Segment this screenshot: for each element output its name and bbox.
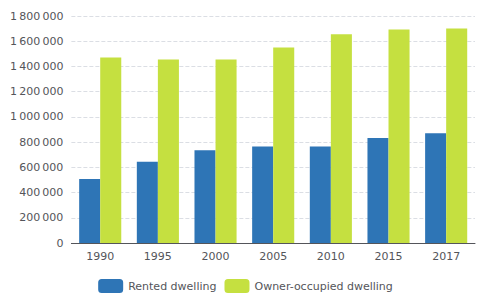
svg-text:Owner-occupied dwelling: Owner-occupied dwelling: [254, 280, 392, 293]
svg-text:2015: 2015: [375, 250, 403, 263]
svg-text:1 600 000: 1 600 000: [10, 35, 63, 48]
svg-text:600 000: 600 000: [19, 161, 63, 174]
svg-text:1 400 000: 1 400 000: [10, 60, 63, 73]
svg-text:2017: 2017: [432, 250, 460, 263]
svg-text:800 000: 800 000: [19, 136, 63, 149]
svg-text:1 200 000: 1 200 000: [10, 85, 63, 98]
svg-text:1 000 000: 1 000 000: [10, 110, 63, 123]
svg-text:2005: 2005: [259, 250, 287, 263]
svg-text:1995: 1995: [144, 250, 172, 263]
svg-text:Rented dwelling: Rented dwelling: [128, 280, 216, 293]
svg-text:1990: 1990: [86, 250, 114, 263]
svg-text:200 000: 200 000: [19, 211, 63, 224]
svg-text:1 800 000: 1 800 000: [10, 10, 63, 23]
svg-text:400 000: 400 000: [19, 186, 63, 199]
svg-text:2010: 2010: [317, 250, 345, 263]
svg-text:2000: 2000: [202, 250, 230, 263]
svg-text:0: 0: [56, 237, 63, 250]
